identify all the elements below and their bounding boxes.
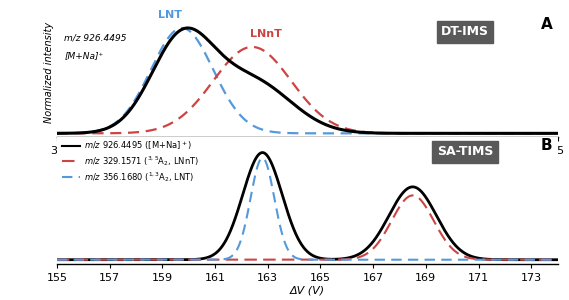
Text: m/z 926.4495: m/z 926.4495 [64,33,127,42]
Text: DT-IMS: DT-IMS [441,26,489,38]
Y-axis label: Normalized intensity: Normalized intensity [44,22,54,123]
Text: A: A [541,17,552,32]
X-axis label: ΔV (V): ΔV (V) [290,286,325,296]
Text: B: B [541,138,552,153]
Text: drift time (ms): drift time (ms) [317,142,398,152]
Legend: $m/z$ 926.4495 ([M+Na]$^+$), $m/z$ 329.1571 ($^{3,5}$A$_2$, LNnT), $m/z$ 356.168: $m/z$ 926.4495 ([M+Na]$^+$), $m/z$ 329.1… [61,138,199,184]
Text: LNT: LNT [158,10,182,20]
Text: LNnT: LNnT [250,28,282,38]
Text: [M+Na]⁺: [M+Na]⁺ [64,51,104,60]
Text: SA-TIMS: SA-TIMS [437,145,493,158]
